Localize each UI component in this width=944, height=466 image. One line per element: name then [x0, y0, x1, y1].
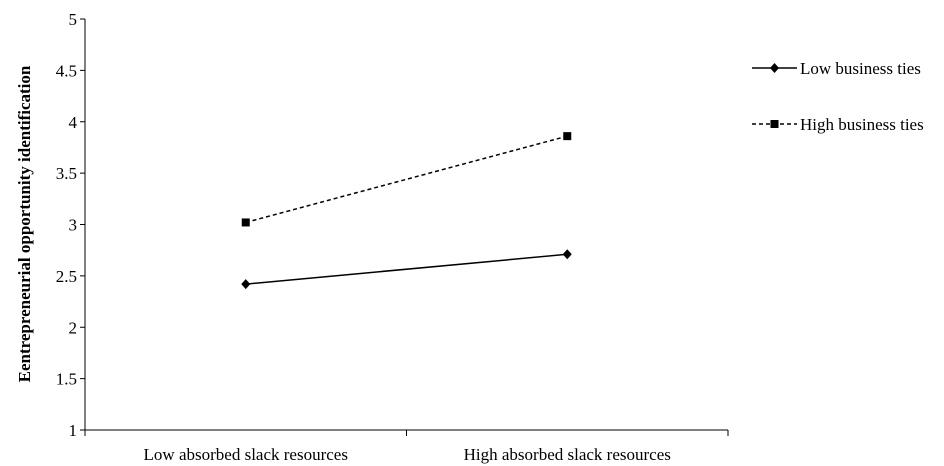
- chart-axes: [84, 19, 728, 431]
- legend: Low business ties High business ties: [752, 59, 924, 134]
- y-tick-label: 1: [69, 421, 78, 440]
- series-line: [245, 253, 568, 285]
- data-point: [241, 279, 251, 290]
- y-axis-title: Eentrepreneurial opportunity identificat…: [15, 65, 34, 382]
- y-tick-label: 3.5: [56, 164, 77, 183]
- y-tick-label: 1.5: [56, 370, 77, 389]
- data-point: [562, 249, 572, 260]
- y-tick-label: 2.5: [56, 267, 77, 286]
- series-line: [245, 135, 568, 224]
- x-tick-label: Low absorbed slack resources: [144, 445, 348, 464]
- legend-marker: [770, 63, 779, 73]
- y-tick-label: 4: [69, 113, 78, 132]
- legend-label: High business ties: [800, 115, 924, 134]
- y-ticks: 1 1.5 2 2.5 3 3.5 4 4.5 5: [56, 10, 85, 440]
- data-point: [241, 218, 250, 227]
- y-tick-label: 3: [69, 216, 78, 235]
- data-point: [563, 132, 572, 141]
- series-high-business-ties: [241, 132, 572, 227]
- series-group: [241, 132, 572, 290]
- x-tick-label: High absorbed slack resources: [464, 445, 671, 464]
- series-low-business-ties: [241, 249, 572, 290]
- legend-label: Low business ties: [800, 59, 921, 78]
- x-ticks: Low absorbed slack resources High absorbe…: [84, 430, 729, 464]
- legend-marker: [770, 120, 779, 128]
- legend-item: Low business ties: [752, 59, 921, 78]
- legend-item: High business ties: [752, 115, 924, 134]
- y-tick-label: 5: [69, 10, 78, 29]
- y-tick-label: 2: [69, 318, 78, 337]
- y-tick-label: 4.5: [56, 61, 77, 80]
